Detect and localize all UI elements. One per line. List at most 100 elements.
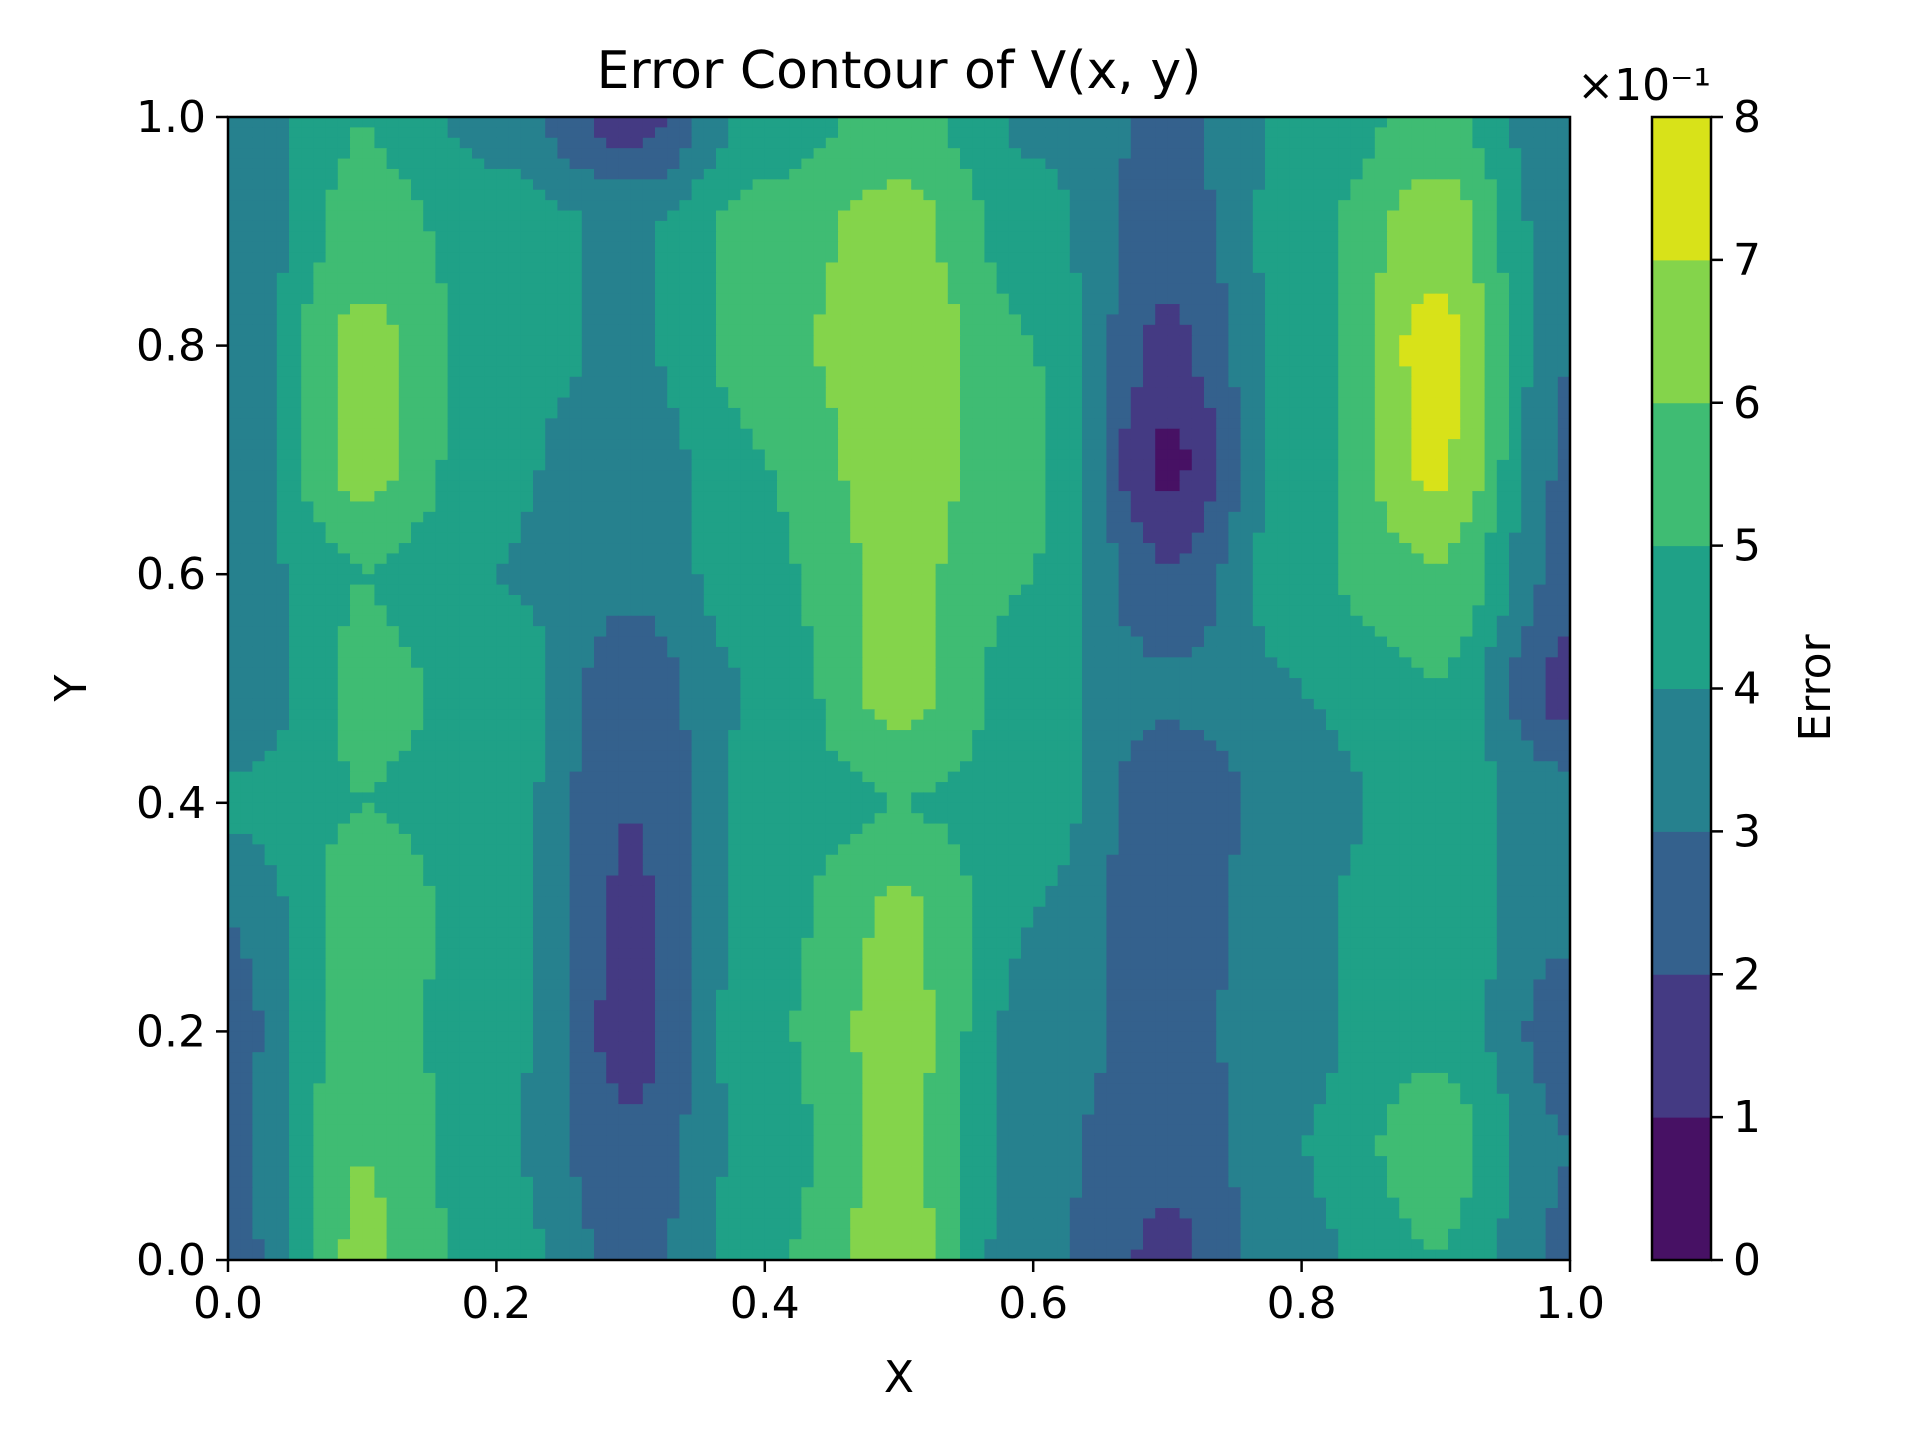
contour-cell: [630, 387, 644, 399]
contour-cell: [533, 252, 546, 264]
contour-cell: [1460, 407, 1473, 419]
contour-cell: [423, 584, 436, 596]
contour-cell: [716, 480, 729, 492]
contour-cell: [350, 543, 363, 555]
contour-cell: [350, 262, 363, 274]
contour-cell: [301, 470, 314, 482]
contour-cell: [325, 574, 339, 586]
contour-cell: [435, 252, 449, 264]
contour-cell: [618, 355, 632, 367]
contour-cell: [764, 168, 778, 180]
contour-cell: [947, 355, 961, 367]
contour-cell: [569, 480, 583, 492]
contour-cell: [716, 491, 729, 503]
contour-cell: [301, 574, 314, 586]
contour-cell: [557, 117, 571, 128]
contour-cell: [1338, 563, 1351, 575]
contour-cell: [874, 252, 888, 264]
contour-cell: [1167, 480, 1181, 492]
contour-cell: [1106, 532, 1120, 544]
contour-cell: [1411, 553, 1425, 565]
contour-cell: [642, 304, 656, 316]
contour-cell: [801, 397, 815, 409]
contour-cell: [1484, 189, 1498, 201]
contour-cell: [533, 231, 546, 243]
contour-cell: [1179, 220, 1193, 232]
contour-cell: [228, 137, 241, 149]
contour-cell: [972, 407, 985, 419]
contour-cell: [752, 148, 766, 160]
contour-cell: [789, 418, 802, 430]
contour-cell: [1143, 293, 1156, 305]
contour-cell: [972, 491, 985, 503]
contour-cell: [337, 376, 351, 388]
contour-cell: [911, 563, 924, 575]
contour-cell: [923, 252, 937, 264]
contour-cell: [630, 355, 644, 367]
contour-cell: [1362, 397, 1376, 409]
contour-cell: [923, 283, 937, 295]
contour-cell: [1350, 345, 1364, 357]
contour-cell: [581, 387, 595, 399]
contour-cell: [1082, 366, 1095, 378]
contour-cell: [1167, 376, 1181, 388]
contour-cell: [1082, 293, 1095, 305]
contour-cell: [801, 366, 815, 378]
contour-cell: [825, 418, 839, 430]
contour-cell: [228, 532, 241, 544]
contour-cell: [1277, 200, 1290, 212]
contour-cell: [484, 127, 497, 139]
contour-cell: [594, 480, 607, 492]
contour-cell: [435, 449, 449, 461]
contour-cell: [1387, 158, 1400, 170]
contour-cell: [752, 355, 766, 367]
contour-cell: [813, 511, 827, 523]
contour-cell: [911, 459, 924, 471]
contour-cell: [533, 314, 546, 326]
contour-cell: [1106, 324, 1120, 336]
contour-cell: [728, 428, 741, 440]
contour-cell: [362, 241, 375, 253]
contour-cell: [716, 376, 729, 388]
contour-cell: [472, 522, 485, 534]
contour-cell: [350, 355, 363, 367]
contour-cell: [1484, 148, 1498, 160]
contour-cell: [276, 376, 290, 388]
contour-cell: [1204, 252, 1217, 264]
contour-cell: [789, 168, 802, 180]
contour-cell: [984, 127, 998, 139]
contour-cell: [1496, 262, 1510, 274]
contour-cell: [691, 241, 705, 253]
contour-cell: [1204, 501, 1217, 513]
contour-cell: [1082, 189, 1095, 201]
contour-cell: [935, 355, 949, 367]
contour-cell: [777, 262, 790, 274]
contour-cell: [1557, 428, 1570, 440]
contour-cell: [764, 345, 778, 357]
contour-cell: [923, 491, 937, 503]
contour-cell: [935, 304, 949, 316]
contour-cell: [1155, 543, 1168, 555]
contour-cell: [289, 397, 302, 409]
contour-cell: [886, 117, 900, 128]
contour-cell: [374, 293, 388, 305]
contour-cell: [874, 522, 888, 534]
contour-cell: [581, 563, 595, 575]
contour-cell: [545, 418, 558, 430]
contour-cell: [1179, 376, 1193, 388]
contour-cell: [1509, 117, 1522, 128]
contour-cell: [886, 241, 900, 253]
contour-cell: [618, 314, 632, 326]
contour-cell: [1167, 532, 1181, 544]
contour-cell: [1008, 470, 1022, 482]
contour-cell: [899, 168, 912, 180]
contour-cell: [691, 304, 705, 316]
contour-cell: [1021, 418, 1034, 430]
contour-cell: [1179, 127, 1193, 139]
contour-cell: [350, 428, 363, 440]
contour-cell: [350, 148, 363, 160]
contour-cell: [691, 376, 705, 388]
contour-cell: [1301, 127, 1315, 139]
contour-cell: [1545, 231, 1559, 243]
contour-cell: [447, 574, 461, 586]
